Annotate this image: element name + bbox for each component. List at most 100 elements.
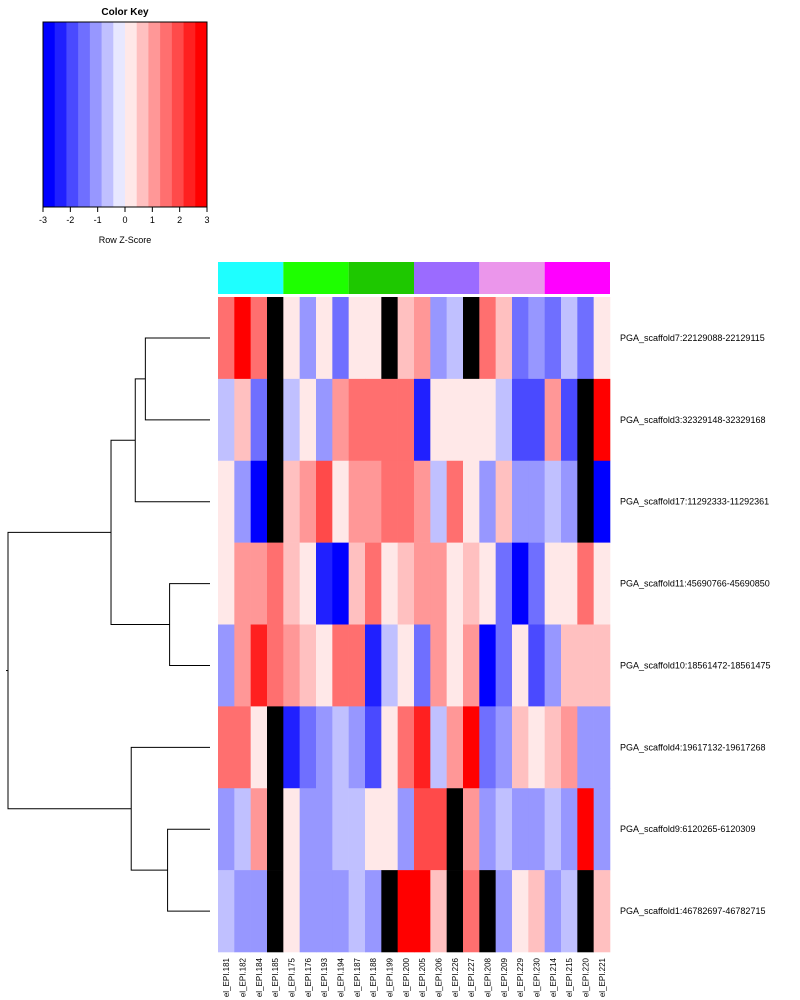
- heatmap-cell: [283, 297, 300, 380]
- column-label: el_EPI.226: [451, 957, 460, 997]
- heatmap-cell: [218, 706, 235, 789]
- column-label: el_EPI.205: [418, 957, 427, 997]
- heatmap-cell: [316, 378, 333, 462]
- heatmap-cell: [528, 297, 545, 380]
- heatmap-cell: [397, 624, 415, 707]
- heatmap-cell: [430, 297, 447, 380]
- heatmap-cell: [365, 542, 382, 625]
- heatmap-cell: [250, 870, 268, 953]
- row-label: PGA_scaffold7:22129088-22129115: [620, 333, 765, 343]
- column-group-color-bar: [218, 262, 610, 294]
- column-label: el_EPI.188: [369, 957, 378, 997]
- heatmap-cell: [577, 378, 594, 462]
- heatmap-cell: [332, 788, 349, 871]
- heatmap-cell: [348, 297, 366, 380]
- heatmap-cell: [283, 378, 300, 462]
- color-key-gradient: [43, 22, 208, 207]
- heatmap-cell: [267, 706, 284, 789]
- column-group-swatch: [544, 262, 610, 294]
- color-key-swatch: [43, 22, 56, 207]
- heatmap-cell: [381, 624, 398, 707]
- heatmap-cell: [593, 788, 611, 871]
- column-label: el_EPI.215: [565, 957, 574, 997]
- heatmap-cell: [218, 870, 235, 953]
- heatmap-cell: [348, 706, 366, 789]
- heatmap-cell: [495, 542, 513, 625]
- heatmap-cell: [593, 870, 611, 953]
- heatmap-cell: [512, 297, 529, 380]
- heatmap-cell: [316, 788, 333, 871]
- row-label: PGA_scaffold11:45690766-45690850: [620, 579, 770, 589]
- color-key-xlabel: Row Z-Score: [99, 235, 152, 245]
- color-key-swatch: [136, 22, 149, 207]
- heatmap-cell: [414, 788, 431, 871]
- heatmap-cell: [479, 870, 496, 953]
- column-label: el_EPI.185: [271, 957, 280, 997]
- heatmap-cell: [561, 870, 578, 953]
- heatmap-cell: [430, 870, 447, 953]
- column-label: el_EPI.230: [533, 957, 542, 997]
- heatmap-cell: [397, 542, 415, 625]
- heatmap-cell: [348, 788, 366, 871]
- heatmap-cell: [544, 624, 562, 707]
- heatmap-cell: [593, 624, 611, 707]
- heatmap-cell: [430, 542, 447, 625]
- heatmap-cell: [512, 788, 529, 871]
- heatmap-cell: [283, 788, 300, 871]
- heatmap-cell: [479, 378, 496, 462]
- column-label: el_EPI.227: [467, 957, 476, 997]
- heatmap-cell: [250, 297, 268, 380]
- column-label: el_EPI.181: [222, 957, 231, 997]
- heatmap-cell: [348, 542, 366, 625]
- heatmap-cell: [430, 624, 447, 707]
- heatmap-cell: [577, 706, 594, 789]
- heatmap-cell: [381, 706, 398, 789]
- heatmap-cell: [250, 624, 268, 707]
- heatmap-cell: [348, 624, 366, 707]
- heatmap-cell: [381, 378, 398, 462]
- heatmap-cell: [561, 460, 578, 543]
- heatmap-cell: [593, 378, 611, 462]
- column-label: el_EPI.208: [484, 957, 493, 997]
- heatmap-cell: [528, 706, 545, 789]
- dendrogram-branch: [169, 583, 210, 666]
- color-key-tick-label: 1: [150, 215, 155, 225]
- color-key-tick-label: -3: [39, 215, 47, 225]
- dendrogram-branch: [7, 531, 132, 810]
- row-dendrogram: [6, 337, 210, 912]
- color-key-swatch: [66, 22, 79, 207]
- heatmap-cell: [561, 624, 578, 707]
- heatmap-cell: [414, 297, 431, 380]
- heatmap-cell: [430, 460, 447, 543]
- heatmap-cell: [332, 297, 349, 380]
- column-label: el_EPI.206: [435, 957, 444, 997]
- heatmap-cell: [463, 788, 480, 871]
- heatmap-cell: [414, 378, 431, 462]
- heatmap-cell: [397, 460, 415, 543]
- heatmap-cell: [397, 706, 415, 789]
- heatmap-cell: [495, 788, 513, 871]
- heatmap-cell: [250, 788, 268, 871]
- heatmap-cell: [283, 870, 300, 953]
- heatmap-cell: [381, 297, 398, 380]
- heatmap-cell: [348, 460, 366, 543]
- heatmap-cell: [234, 378, 251, 462]
- heatmap-cell: [479, 788, 496, 871]
- heatmap-cell: [561, 542, 578, 625]
- heatmap-cell: [495, 706, 513, 789]
- column-label: el_EPI.209: [500, 957, 509, 997]
- heatmap-cell: [218, 542, 235, 625]
- heatmap-cell: [479, 706, 496, 789]
- color-key-tick-label: 2: [177, 215, 182, 225]
- heatmap-cell: [528, 788, 545, 871]
- heatmap-cell: [512, 624, 529, 707]
- heatmap-cell: [234, 542, 251, 625]
- column-labels: el_EPI.181 el_EPI.182 el_EPI.184 el_EPI.185…: [222, 957, 607, 997]
- heatmap-cell: [299, 460, 317, 543]
- row-label: PGA_scaffold9:6120265-6120309: [620, 824, 755, 834]
- heatmap-cell: [316, 706, 333, 789]
- heatmap-cell: [332, 378, 349, 462]
- color-key-swatch: [195, 22, 208, 207]
- heatmap-cell: [365, 297, 382, 380]
